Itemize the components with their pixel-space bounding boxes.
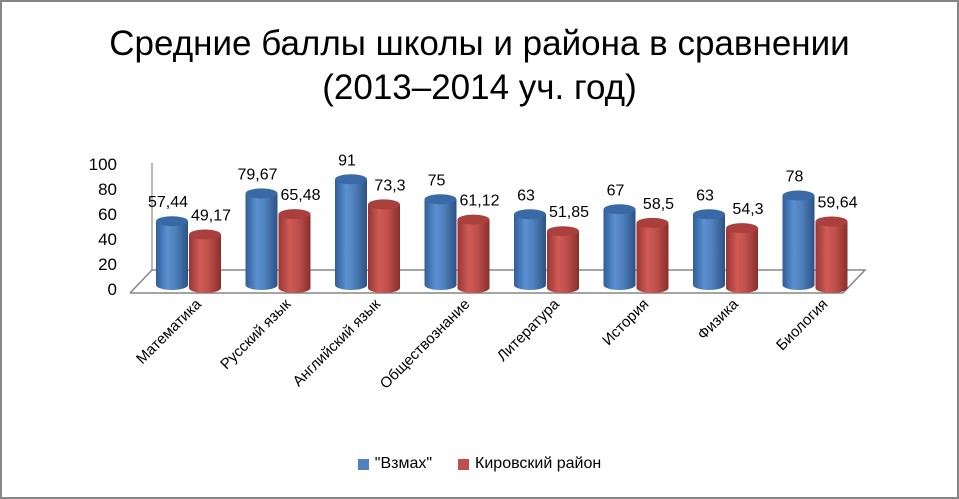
legend-item-kirovsky: Кировский район bbox=[458, 455, 601, 473]
bar bbox=[245, 188, 278, 290]
svg-text:80: 80 bbox=[98, 180, 117, 199]
bar bbox=[815, 216, 848, 293]
data-label: 59,64 bbox=[817, 194, 857, 211]
svg-text:20: 20 bbox=[98, 255, 117, 274]
bar bbox=[603, 204, 636, 290]
data-label: 79,67 bbox=[237, 166, 277, 183]
data-label: 61,12 bbox=[459, 193, 499, 210]
legend: "Взмах" Кировский район bbox=[0, 455, 959, 473]
data-label: 51,85 bbox=[549, 204, 589, 221]
svg-text:0: 0 bbox=[108, 280, 117, 299]
data-label: 73,3 bbox=[374, 177, 405, 194]
data-label: 54,3 bbox=[732, 201, 763, 218]
bar bbox=[278, 209, 311, 293]
bar bbox=[189, 229, 221, 293]
svg-text:40: 40 bbox=[98, 230, 117, 249]
bars bbox=[156, 174, 848, 293]
svg-text:100: 100 bbox=[89, 155, 117, 174]
bar bbox=[368, 199, 400, 293]
data-label: 58,5 bbox=[643, 196, 674, 213]
bar bbox=[782, 190, 815, 290]
bar bbox=[514, 209, 546, 290]
category-label: Биология bbox=[773, 296, 831, 354]
data-label: 67 bbox=[607, 182, 625, 199]
category-label: Физика bbox=[694, 295, 742, 343]
bar bbox=[636, 217, 669, 293]
chart-subtitle: (2013–2014 уч. год) bbox=[322, 68, 637, 107]
category-label: Литература bbox=[494, 295, 564, 365]
bar bbox=[457, 214, 490, 293]
bar bbox=[424, 194, 457, 290]
bar bbox=[547, 226, 579, 293]
bar bbox=[726, 223, 758, 293]
data-label: 63 bbox=[517, 187, 535, 204]
legend-label: Кировский район bbox=[475, 455, 602, 472]
category-label: Математика bbox=[133, 295, 205, 367]
bar bbox=[693, 209, 725, 290]
chart-title: Средние баллы школы и района в сравнении bbox=[109, 24, 850, 63]
data-label: 63 bbox=[696, 187, 714, 204]
data-label: 75 bbox=[428, 172, 446, 189]
data-label: 49,17 bbox=[191, 208, 231, 225]
legend-swatch-red bbox=[458, 458, 470, 470]
category-label: Русский язык bbox=[217, 296, 295, 374]
data-label: 65,48 bbox=[280, 187, 320, 204]
legend-swatch-blue bbox=[357, 458, 369, 470]
category-label: Обществознание bbox=[377, 296, 474, 393]
data-label: 78 bbox=[786, 169, 804, 186]
bar bbox=[335, 174, 367, 290]
legend-label: "Взмах" bbox=[374, 455, 433, 472]
svg-text:60: 60 bbox=[98, 205, 117, 224]
data-label: 91 bbox=[338, 152, 356, 169]
legend-item-vzmah: "Взмах" bbox=[357, 455, 433, 473]
bar bbox=[156, 216, 188, 290]
category-label: История bbox=[599, 296, 652, 349]
data-label: 57,44 bbox=[148, 194, 188, 211]
category-label: Английский язык bbox=[290, 296, 385, 391]
